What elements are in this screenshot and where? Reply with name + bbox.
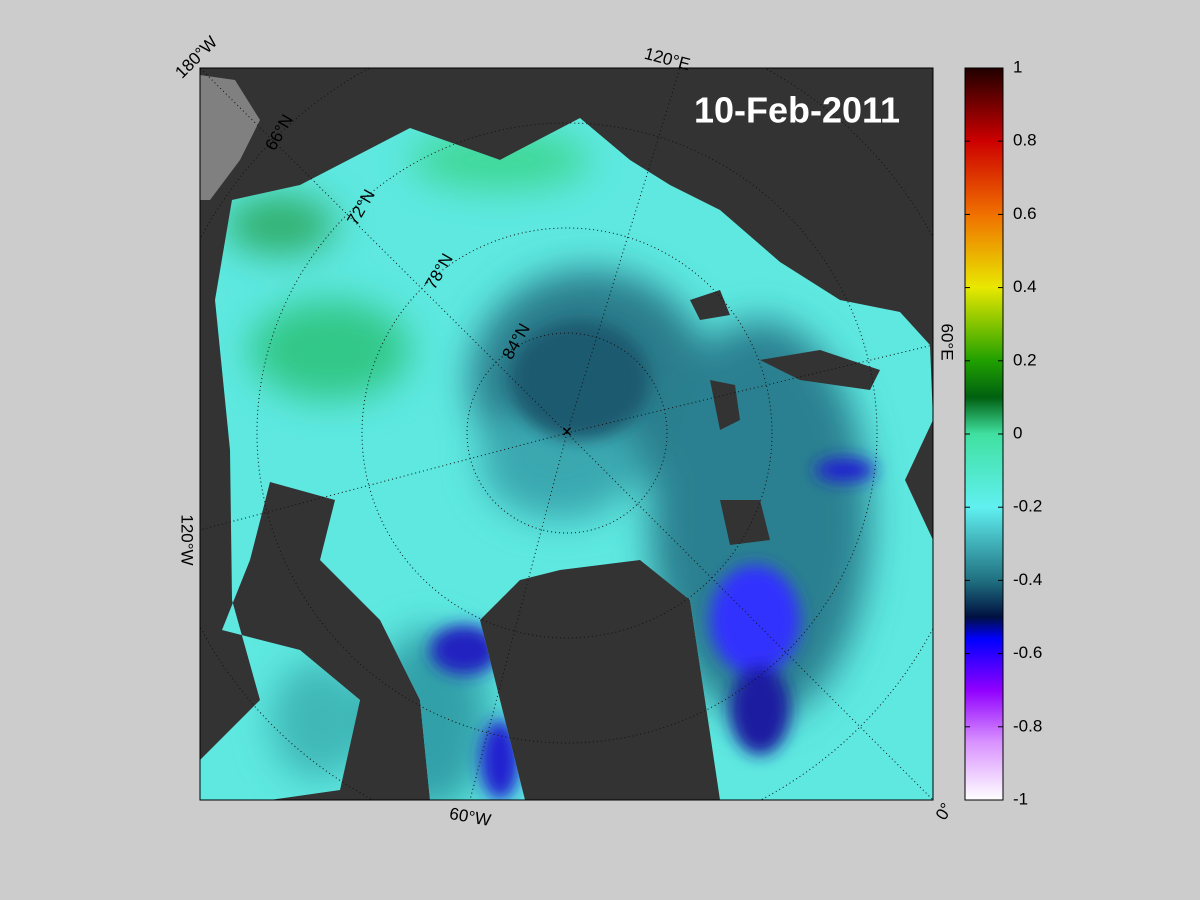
- graticule: [200, 68, 933, 800]
- colorbar-tick-label: 0.8: [1013, 131, 1037, 150]
- date-label: 10-Feb-2011: [694, 90, 900, 131]
- map: ✕: [200, 68, 933, 800]
- colorbar-tick-label: 0.4: [1013, 277, 1037, 296]
- colorbar-tick-label: -0.6: [1013, 643, 1042, 662]
- colorbar-tick-label: 0.6: [1013, 204, 1037, 223]
- colorbar-tick-label: -0.4: [1013, 570, 1042, 589]
- colorbar-tick-label: 0: [1013, 423, 1022, 442]
- lon-label: 60°W: [448, 804, 492, 830]
- islands: [690, 290, 880, 545]
- colorbar-tick-label: 0.2: [1013, 350, 1037, 369]
- colorbar-tick-label: -1: [1013, 789, 1028, 808]
- lon-label: 60°E: [938, 323, 957, 360]
- land-edge: [200, 75, 260, 200]
- colorbar-tick-label: -0.2: [1013, 497, 1042, 516]
- colorbar: [964, 67, 1004, 801]
- map-frame: [199, 67, 934, 801]
- lon-label: 0°: [932, 800, 957, 824]
- colorbar-tick-label: -0.8: [1013, 716, 1042, 735]
- lon-label: 120°W: [178, 514, 197, 565]
- colorbar-tick-label: 1: [1013, 57, 1022, 76]
- pole-marker: ✕: [561, 424, 573, 440]
